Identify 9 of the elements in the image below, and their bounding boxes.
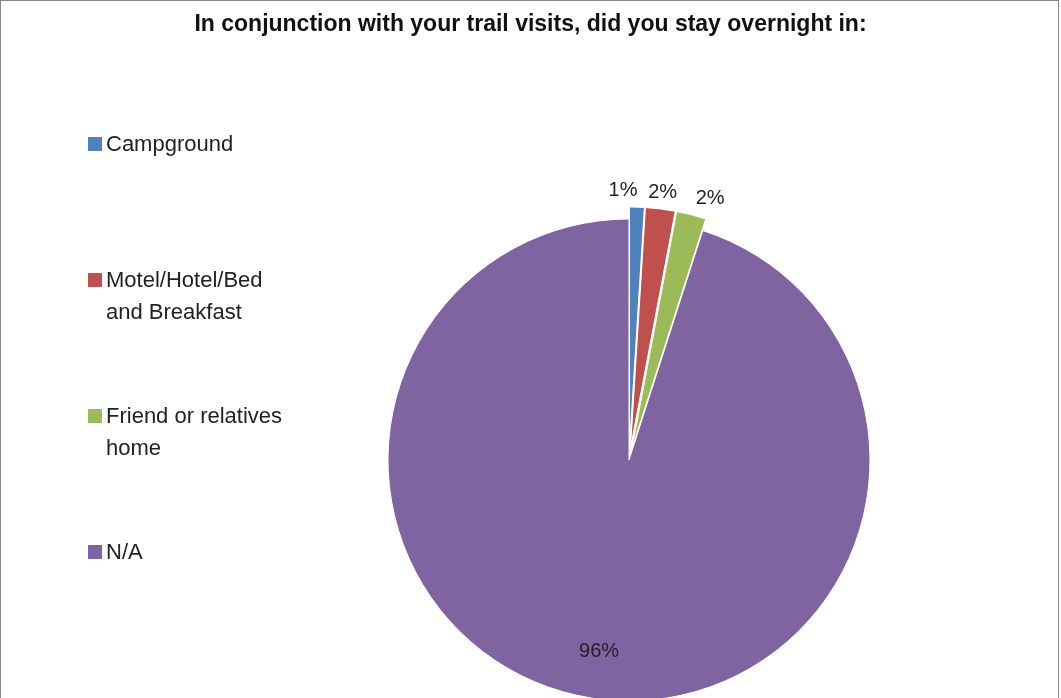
legend-label: Campground bbox=[106, 130, 234, 158]
legend-label: Motel/Hotel/Bed and Breakfast bbox=[106, 266, 264, 326]
data-label: 2% bbox=[648, 180, 678, 203]
data-label: 2% bbox=[695, 186, 725, 209]
legend-label: Friend or relatives home bbox=[106, 402, 284, 462]
data-label: 96% bbox=[579, 639, 620, 662]
legend-label: N/A bbox=[106, 538, 143, 566]
chart-title: In conjunction with your trail visits, did you stay overnight in: bbox=[193, 10, 868, 37]
data-label: 1% bbox=[608, 178, 638, 201]
